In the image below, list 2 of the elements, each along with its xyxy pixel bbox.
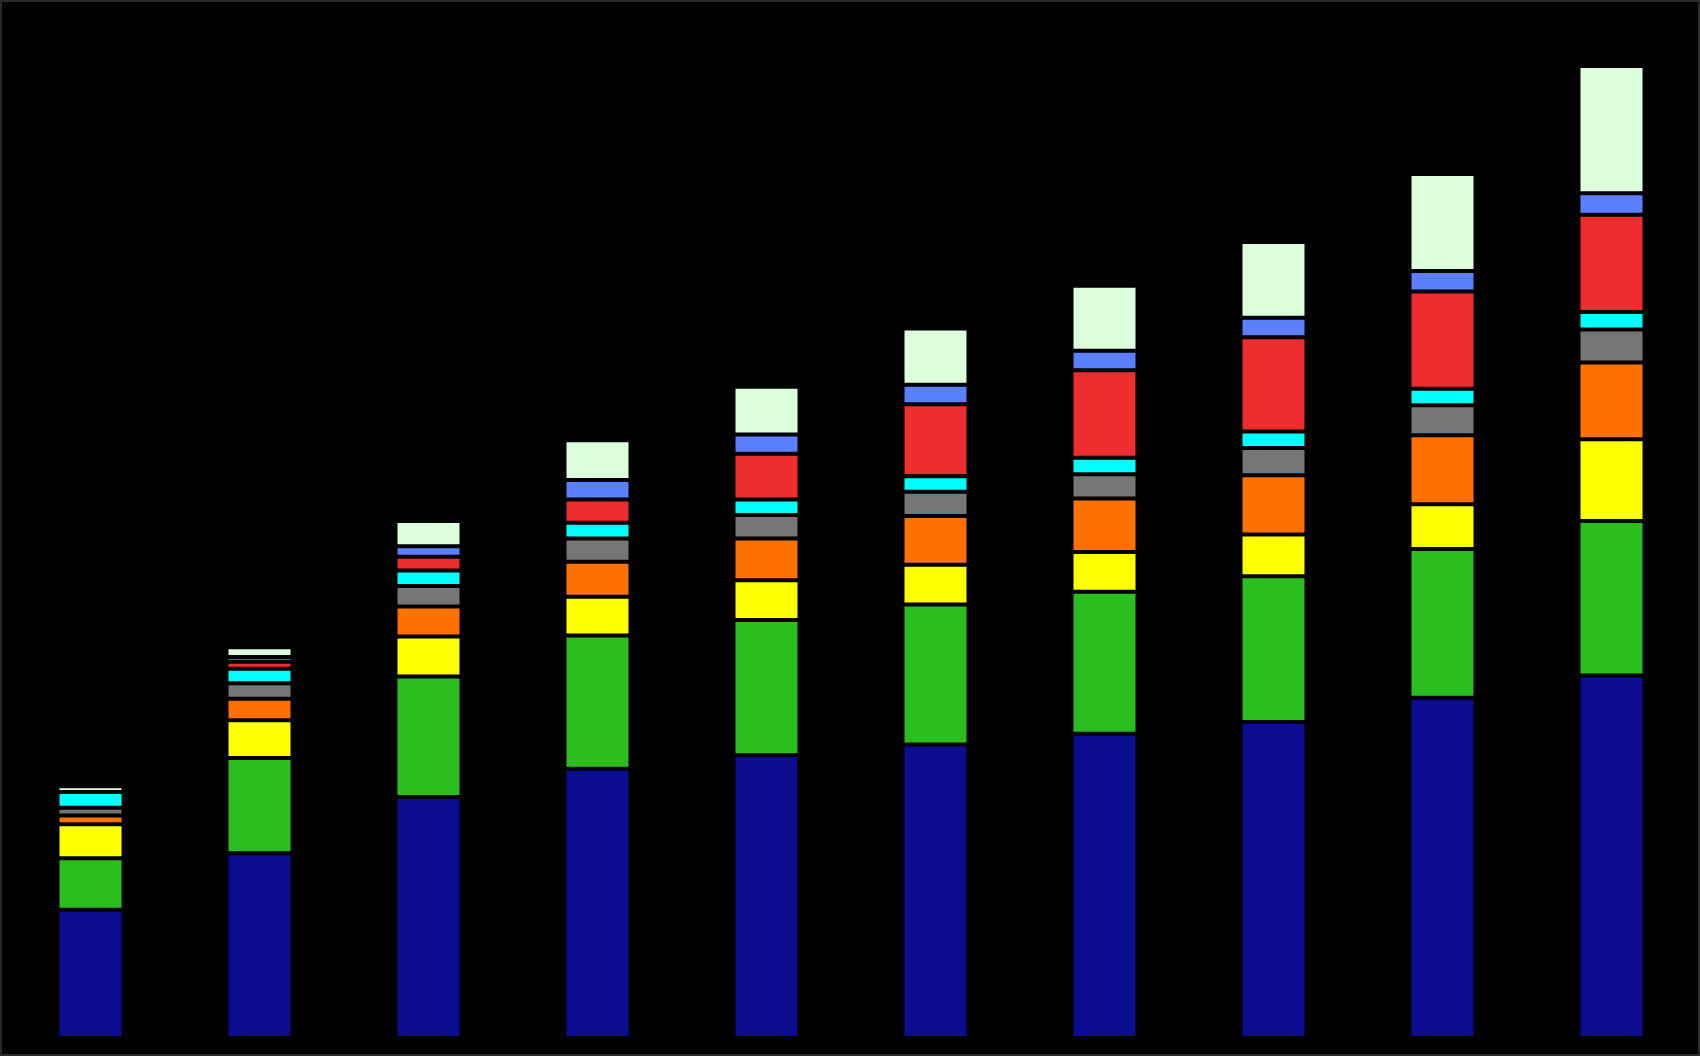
bar — [226, 647, 293, 657]
bar — [57, 792, 124, 808]
